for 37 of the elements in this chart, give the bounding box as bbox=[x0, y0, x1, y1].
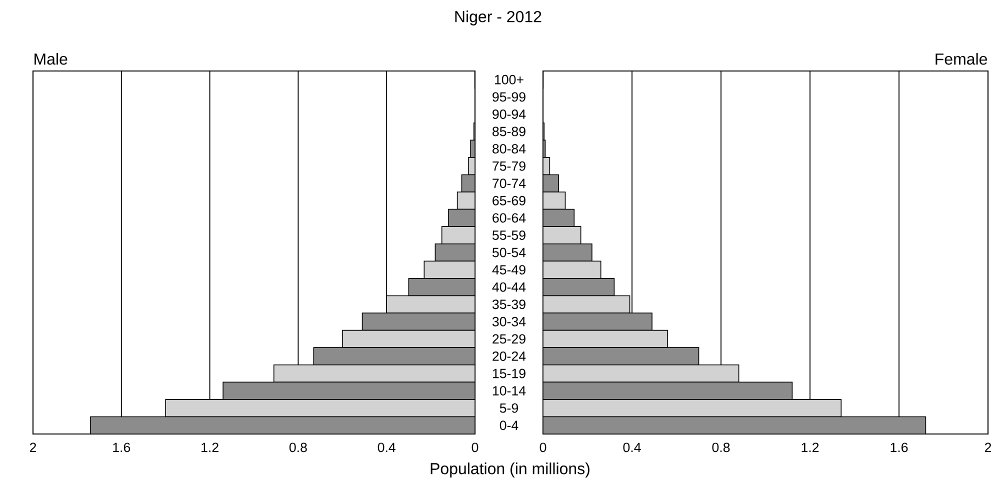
chart-subtitle: Female bbox=[936, 52, 988, 65]
y-tick-label: 50-54 bbox=[492, 248, 526, 258]
x-tick-label: 1.6 bbox=[113, 442, 130, 452]
y-tick-label: 90-94 bbox=[492, 110, 526, 119]
x-tick-label: 0.8 bbox=[289, 442, 307, 452]
y-tick-label: 10-14 bbox=[492, 386, 526, 396]
x-tick-label: 1.6 bbox=[890, 442, 908, 452]
chart-title: Niger - 2012 bbox=[455, 10, 542, 26]
y-tick-label: 5-9 bbox=[500, 403, 518, 413]
y-tick-label: 65-69 bbox=[492, 196, 526, 206]
x-axis-title: Population (in millions) bbox=[430, 462, 590, 478]
x-tick-label: 0.8 bbox=[712, 442, 730, 452]
y-tick-label: 35-39 bbox=[492, 300, 526, 310]
y-tick-label: 55-59 bbox=[492, 230, 526, 240]
y-tick-label: 95-99 bbox=[492, 92, 526, 102]
y-tick-label: 70-74 bbox=[492, 178, 526, 188]
x-tick-label: 1.2 bbox=[202, 442, 218, 452]
chart-subtitle: Male bbox=[34, 52, 68, 65]
x-tick-label: 0 bbox=[540, 442, 546, 452]
y-tick-label: 30-34 bbox=[492, 316, 526, 326]
x-tick-label: 0.4 bbox=[378, 442, 396, 452]
y-tick-label: 45-49 bbox=[492, 265, 526, 274]
x-tick-label: 2 bbox=[30, 442, 36, 452]
y-tick-label: 0-4 bbox=[500, 420, 518, 430]
y-tick-label: 60-64 bbox=[492, 213, 526, 223]
x-tick-label: 0 bbox=[472, 442, 478, 452]
x-tick-label: 0.4 bbox=[623, 442, 641, 452]
y-tick-label: 25-29 bbox=[492, 334, 526, 344]
y-tick-label: 20-24 bbox=[492, 352, 526, 361]
y-tick-label: 75-79 bbox=[492, 161, 526, 171]
y-tick-label: 80-84 bbox=[492, 144, 526, 154]
x-tick-label: 2 bbox=[984, 442, 992, 452]
y-tick-label: 100+ bbox=[495, 74, 524, 84]
y-tick-label: 40-44 bbox=[492, 282, 526, 292]
x-tick-label: 1.2 bbox=[802, 442, 819, 452]
y-tick-label: 85-89 bbox=[492, 126, 526, 136]
y-tick-label: 15-19 bbox=[492, 368, 526, 378]
